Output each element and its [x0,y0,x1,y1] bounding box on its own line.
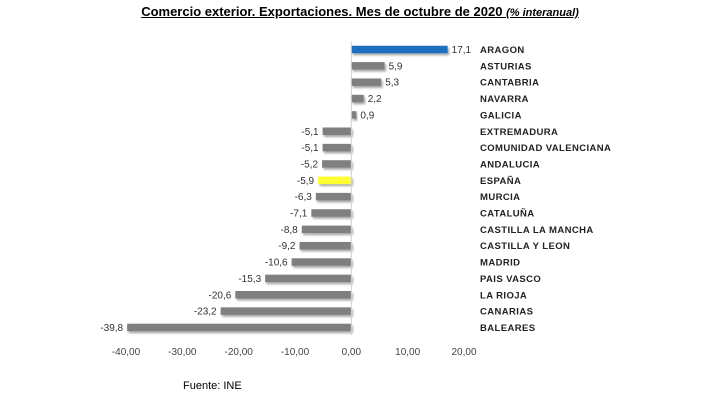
category-label-17: BALEARES [480,323,535,334]
x-tick-label-5: 10,00 [395,347,420,358]
value-label-17: -39,8 [100,323,123,334]
x-tick-label-1: -30,00 [168,347,197,358]
value-label-10: -7,1 [290,209,308,220]
value-label-7: -5,2 [301,159,319,170]
category-label-4: GALICIA [480,110,522,121]
category-label-6: COMUNIDAD VALENCIANA [480,143,611,154]
x-tick-label-2: -20,00 [224,347,253,358]
bar-8 [318,176,352,185]
category-label-1: ASTURIAS [480,61,532,72]
bar-15 [235,291,352,299]
category-label-9: MURCIA [480,192,520,203]
category-label-8: ESPAÑA [480,176,521,187]
bar-7 [322,160,352,168]
value-label-0: 17,1 [452,45,472,56]
chart-title-main: Comercio exterior. Exportaciones. Mes de… [141,4,503,19]
category-label-14: PAIS VASCO [480,274,541,285]
bar-1 [351,62,385,70]
value-label-5: -5,1 [301,127,319,138]
value-label-1: 5,9 [389,61,403,72]
bar-14 [265,274,352,283]
value-label-8: -5,9 [297,176,315,187]
bar-10 [311,209,352,217]
value-label-2: 5,3 [385,78,399,89]
value-label-14: -15,3 [238,274,261,285]
category-label-3: NAVARRA [480,94,529,105]
category-label-10: CATALUÑA [480,209,535,220]
bar-5 [322,127,352,135]
category-label-11: CASTILLA LA MANCHA [480,225,594,236]
x-tick-label-0: -40,00 [112,347,141,358]
bar-13 [291,258,352,266]
value-label-11: -8,8 [281,225,299,236]
x-tick-label-4: 0,00 [342,347,362,358]
bar-2 [351,78,382,86]
chart-title: Comercio exterior. Exportaciones. Mes de… [0,4,720,19]
category-label-13: MADRID [480,258,520,269]
value-label-16: -23,2 [194,307,217,318]
bar-3 [351,94,364,103]
value-label-13: -10,6 [265,258,288,269]
value-label-3: 2,2 [368,94,382,105]
bar-16 [220,307,352,315]
value-label-6: -5,1 [301,143,319,154]
category-label-7: ANDALUCIA [480,159,540,170]
bar-11 [301,225,352,234]
category-label-15: LA RIOJA [480,290,527,301]
source-note: Fuente: INE [183,380,242,392]
value-label-4: 0,9 [360,110,374,121]
bar-6 [322,143,352,152]
x-tick-label-3: -10,00 [281,347,310,358]
category-label-2: CANTABRIA [480,78,539,89]
category-label-16: CANARIAS [480,307,533,318]
bar-0 [351,45,448,54]
chart-subtitle: (% interanual) [506,7,579,19]
category-label-12: CASTILLA Y LEON [480,241,570,252]
value-label-9: -6,3 [295,192,313,203]
bar-12 [299,241,352,250]
bar-17 [127,323,352,332]
value-label-15: -20,6 [208,290,231,301]
x-tick-label-6: 20,00 [451,347,476,358]
bar-9 [315,192,352,201]
category-label-5: EXTREMADURA [480,127,558,138]
value-label-12: -9,2 [278,241,296,252]
category-label-0: ARAGON [480,45,525,56]
bar-4 [351,111,357,119]
